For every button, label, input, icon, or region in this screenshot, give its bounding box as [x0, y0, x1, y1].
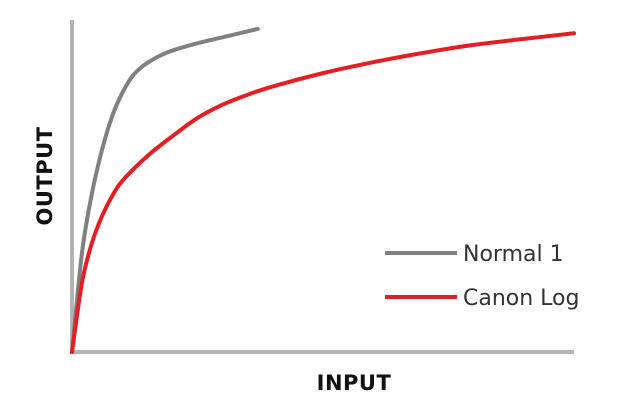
legend: Normal 1 Canon Log: [385, 242, 579, 311]
legend-label-normal-1: Normal 1: [463, 242, 564, 267]
series-layer: [70, 26, 576, 354]
x-axis-label: INPUT: [317, 371, 392, 395]
series-line-canon-log: [70, 31, 576, 354]
legend-label-canon-log: Canon Log: [463, 286, 579, 311]
series-line-normal-1: [70, 26, 260, 354]
y-axis-label: OUTPUT: [33, 126, 57, 225]
axes: [70, 20, 574, 354]
